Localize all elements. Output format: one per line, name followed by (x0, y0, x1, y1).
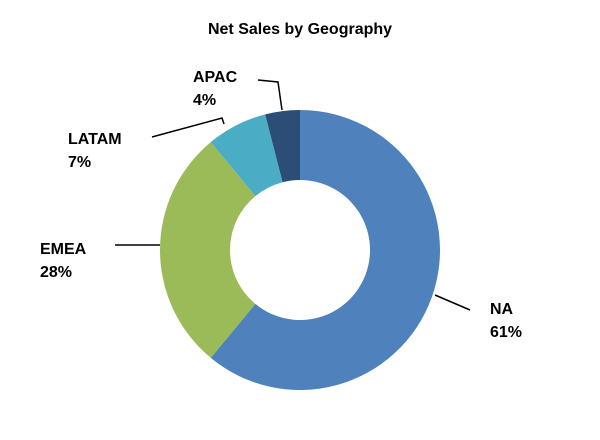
category-label: EMEA (40, 241, 87, 258)
leader-line (257, 79, 283, 111)
value-label: 4% (193, 92, 216, 109)
slice (265, 110, 300, 183)
category-label: NA (490, 301, 514, 318)
leader-line (151, 117, 225, 138)
value-label: 61% (490, 324, 522, 341)
chart-title: Net Sales by Geography (208, 21, 392, 38)
value-label: 7% (68, 154, 91, 171)
leader-line (434, 294, 471, 311)
slice (159, 142, 256, 358)
slice (210, 110, 440, 391)
category-label: LATAM (68, 131, 122, 148)
slice (210, 114, 283, 197)
value-label: 28% (40, 264, 72, 281)
category-label: APAC (193, 69, 238, 86)
